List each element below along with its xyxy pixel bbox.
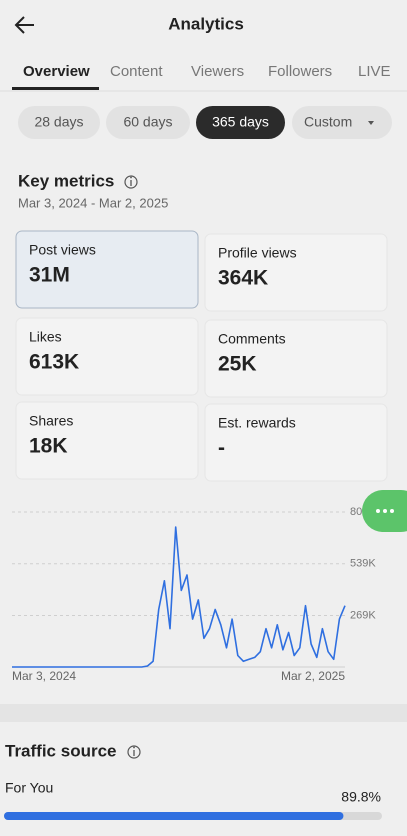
y-tick-label: 269K	[350, 609, 376, 621]
date-chip[interactable]	[106, 106, 190, 139]
metric-value: 613K	[29, 351, 79, 374]
date-chip-label: 365 days	[212, 114, 269, 130]
progress-bar	[4, 812, 344, 820]
floating-button[interactable]	[362, 490, 407, 532]
info-icon[interactable]	[124, 175, 138, 189]
section-title: Key metrics	[18, 171, 114, 190]
x-tick-label: Mar 3, 2024	[12, 669, 76, 683]
date-chip[interactable]	[292, 106, 392, 139]
x-tick-label: Mar 2, 2025	[281, 669, 345, 683]
metric-label: Comments	[218, 331, 286, 347]
section-title: Traffic source	[5, 741, 117, 760]
date-chip-label: 60 days	[123, 114, 172, 130]
metric-label: Likes	[29, 329, 62, 345]
date-chip[interactable]	[196, 106, 285, 139]
metric-card[interactable]	[15, 401, 199, 480]
source-value: 89.8%	[341, 789, 381, 805]
page-title: Analytics	[168, 14, 244, 33]
back-button[interactable]	[14, 16, 34, 34]
y-tick-label: 539K	[350, 558, 376, 570]
metric-value: -	[218, 437, 225, 460]
metric-card[interactable]	[204, 403, 388, 482]
tab[interactable]: Content	[110, 63, 163, 80]
line-series	[12, 526, 346, 668]
metric-value: 25K	[218, 353, 257, 376]
tab[interactable]: Overview	[23, 63, 90, 80]
tab[interactable]: Viewers	[191, 63, 244, 80]
metric-value: 364K	[218, 267, 268, 290]
tab[interactable]: Followers	[268, 63, 332, 80]
metric-card[interactable]	[15, 317, 199, 396]
metric-value: 31M	[29, 264, 70, 287]
metric-card[interactable]	[15, 230, 199, 309]
tab-indicator	[12, 87, 99, 90]
metric-label: Est. rewards	[218, 415, 296, 431]
metric-label: Shares	[29, 413, 73, 429]
metric-value: 18K	[29, 435, 68, 458]
date-chip[interactable]	[18, 106, 100, 139]
date-chip-label: 28 days	[34, 114, 83, 130]
metric-card[interactable]	[204, 319, 388, 398]
source-label: For You	[5, 780, 53, 796]
date-chip-label: Custom	[304, 114, 352, 130]
date-range: Mar 3, 2024 - Mar 2, 2025	[18, 195, 168, 210]
tab[interactable]: LIVE	[358, 63, 391, 80]
metric-label: Post views	[29, 242, 96, 258]
section-divider	[0, 704, 407, 722]
metric-label: Profile views	[218, 245, 297, 261]
dropdown-icon	[368, 121, 374, 125]
info-icon[interactable]	[127, 745, 141, 759]
metric-card[interactable]	[204, 233, 388, 312]
